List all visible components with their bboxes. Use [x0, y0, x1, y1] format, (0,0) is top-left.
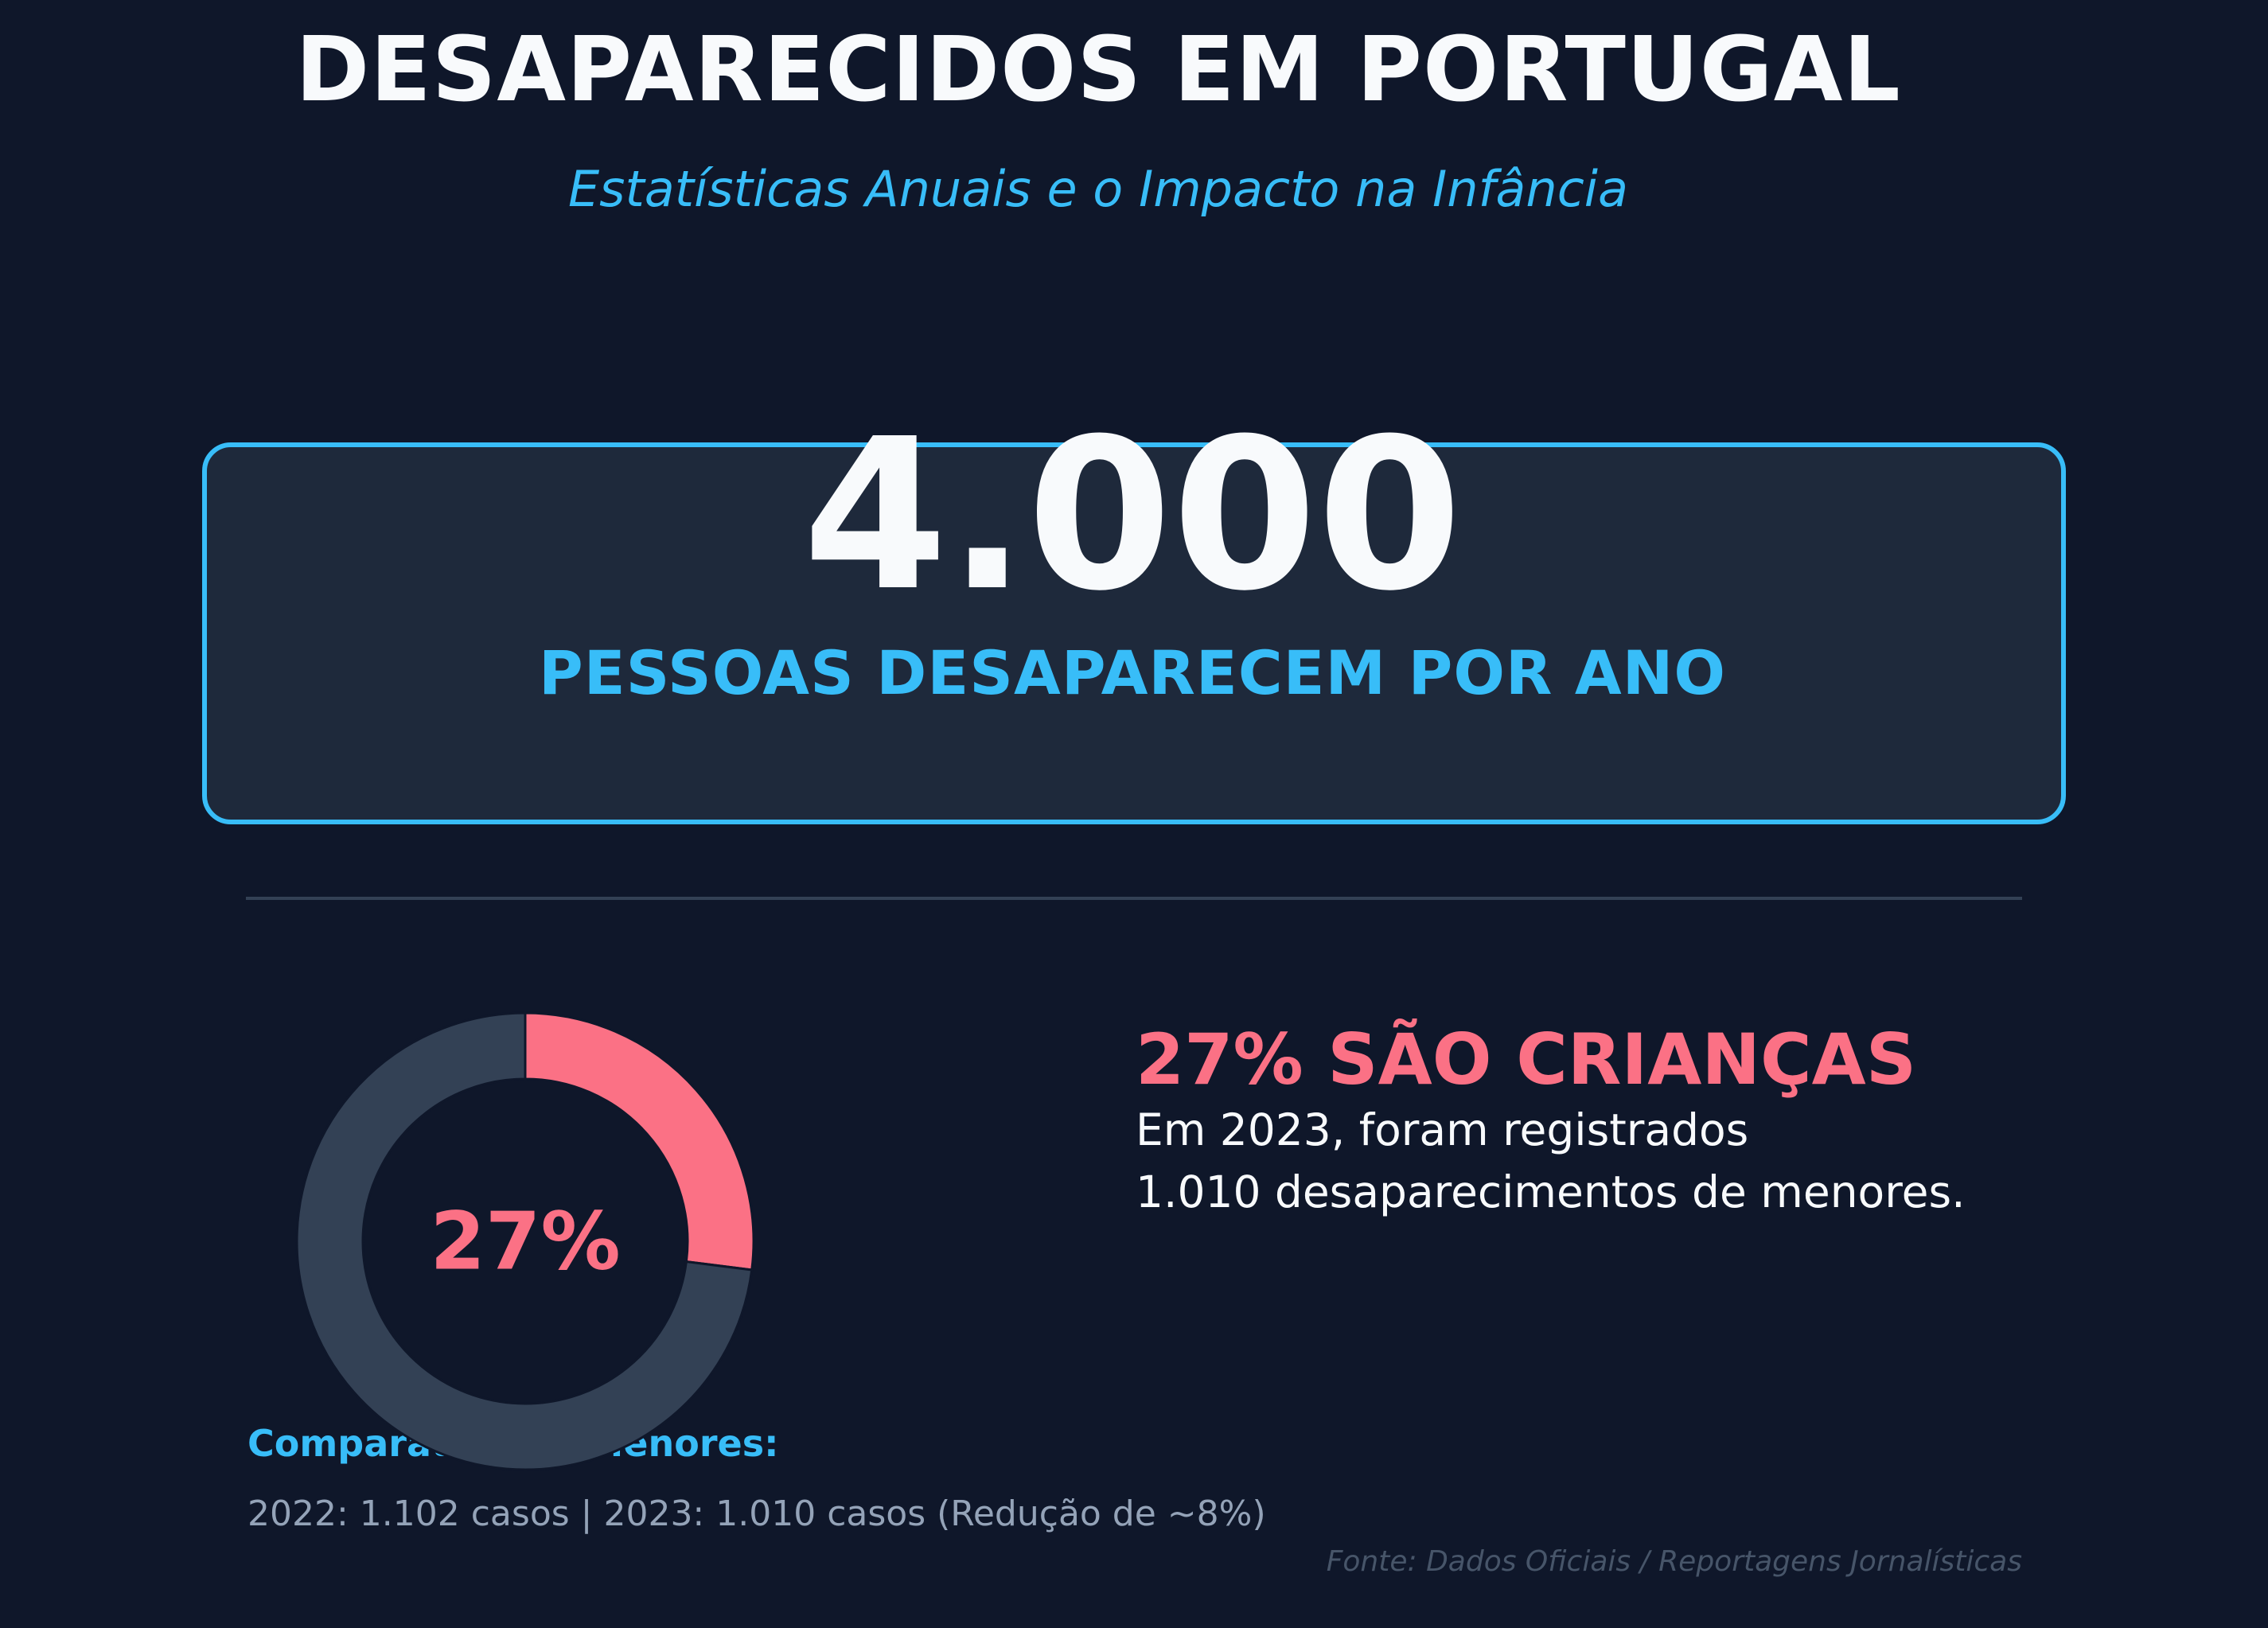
donut-slice-outros	[295, 1011, 754, 1471]
page-subtitle: Estatísticas Anuais e o Impacto na Infân…	[567, 160, 1629, 218]
children-headline: 27% SÃO CRIANÇAS	[1136, 1018, 1917, 1100]
highlight-panel	[202, 442, 2066, 824]
donut-slice-crianas	[524, 1011, 755, 1272]
donut-center-label: 27%	[430, 1195, 620, 1288]
source-note: Fonte: Dados Oficiais / Reportagens Jorn…	[1326, 1545, 2022, 1578]
page-title: DESAPARECIDOS EM PORTUGAL	[295, 18, 1901, 122]
section-divider	[246, 897, 2022, 900]
highlight-caption: PESSOAS DESAPARECEM POR ANO	[539, 637, 1726, 708]
children-text-line-1: Em 2023, foram registrados	[1136, 1104, 1749, 1155]
comparison-text: 2022: 1.102 casos | 2023: 1.010 casos (R…	[247, 1494, 1266, 1534]
children-donut-chart: 27%	[295, 1011, 755, 1471]
children-text-line-2: 1.010 desaparecimentos de menores.	[1136, 1166, 1966, 1217]
highlight-number: 4.000	[802, 394, 1463, 637]
